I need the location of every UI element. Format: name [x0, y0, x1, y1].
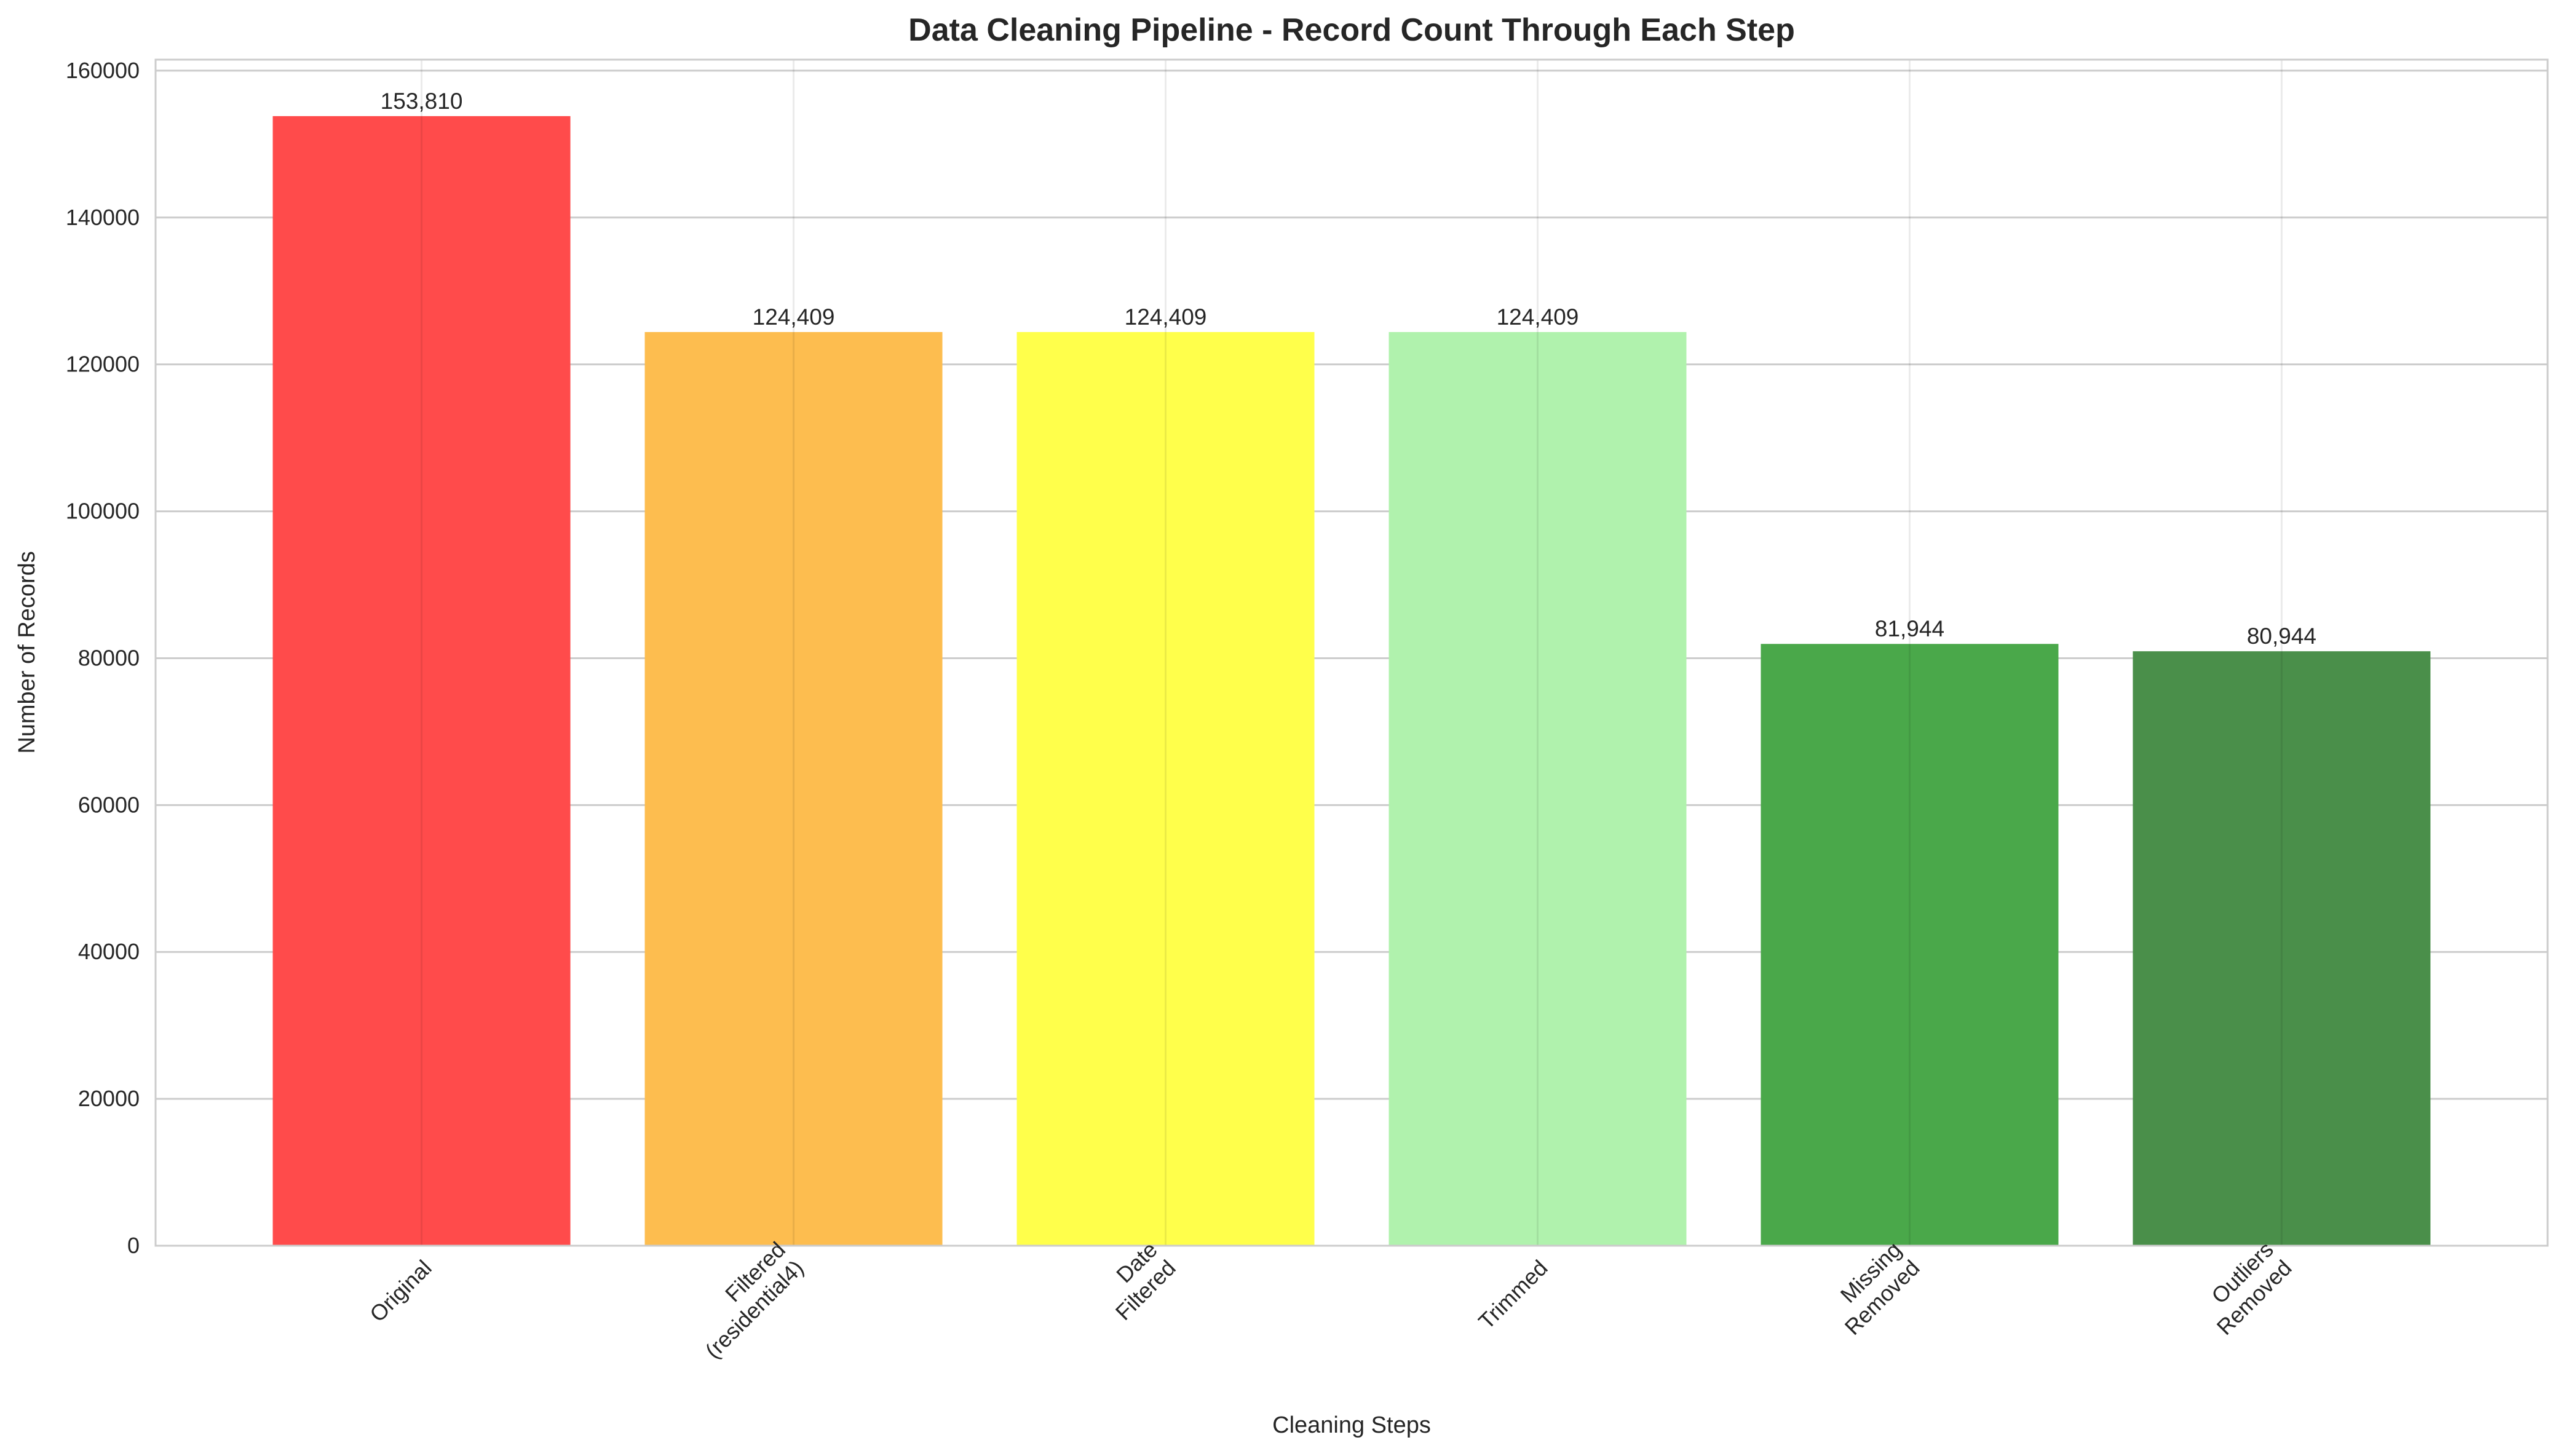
bar-value-label: 124,409 [1497, 304, 1579, 330]
bar-value-label: 80,944 [2247, 623, 2316, 649]
plot-frame [154, 58, 2549, 1247]
y-tick-label: 80000 [78, 645, 140, 670]
y-tick-label: 120000 [66, 352, 140, 377]
chart-title: Data Cleaning Pipeline - Record Count Th… [908, 12, 1795, 48]
x-tick-label: Original [365, 1255, 437, 1327]
x-tick-label: Trimmed [1473, 1255, 1552, 1334]
bar [272, 116, 571, 1246]
bar-layer [272, 116, 2431, 1246]
y-tick-label: 140000 [66, 205, 140, 230]
x-axis-label: Cleaning Steps [1272, 1412, 1431, 1438]
bar [1016, 332, 1315, 1246]
x-tick-label-line: Original [365, 1255, 437, 1327]
x-tick-label: Filtered(residential4) [700, 1236, 809, 1363]
bar [644, 332, 943, 1246]
bar-value-label: 124,409 [753, 304, 835, 330]
y-tick-label: 0 [127, 1233, 140, 1258]
bar [2133, 651, 2431, 1246]
y-tick-label: 20000 [78, 1086, 140, 1111]
y-tick-label: 160000 [66, 58, 140, 83]
y-tick-label: 100000 [66, 499, 140, 524]
x-tick-label-line: Trimmed [1473, 1255, 1552, 1334]
y-axis-label: Number of Records [14, 551, 40, 753]
y-tick-label: 60000 [78, 792, 140, 817]
bar-value-label: 153,810 [381, 89, 463, 114]
bar-value-label: 124,409 [1125, 304, 1207, 330]
y-tick-label: 40000 [78, 939, 140, 964]
bar [1388, 332, 1687, 1246]
vertical-grid-layer [421, 60, 2283, 1246]
bar-value-label: 81,944 [1875, 616, 1944, 641]
bar [1761, 644, 2059, 1246]
